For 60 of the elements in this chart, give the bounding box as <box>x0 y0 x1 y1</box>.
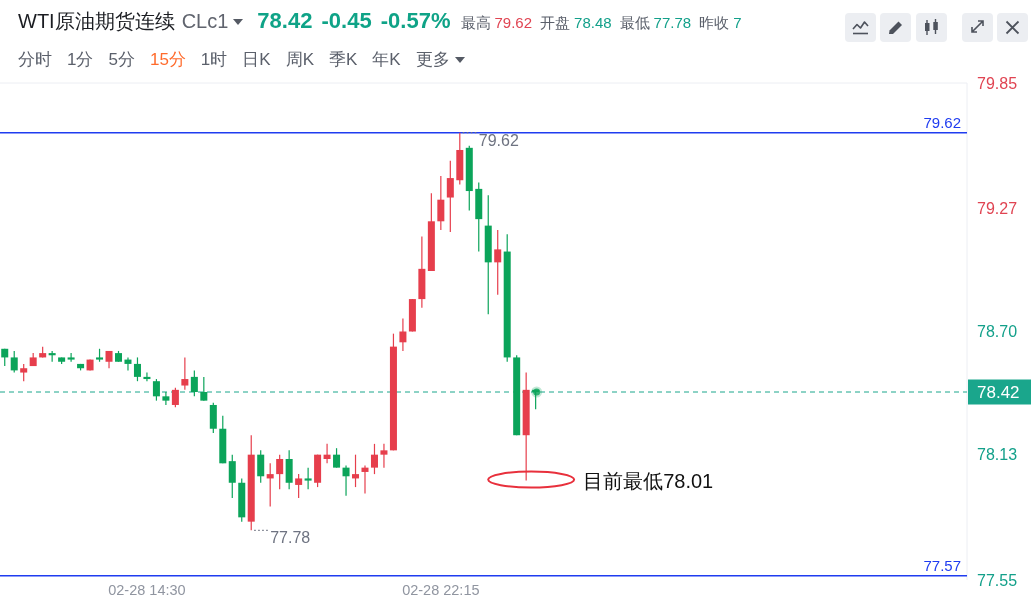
candlestick <box>352 454 360 488</box>
candlestick <box>494 229 502 296</box>
annotation: 77.78 <box>270 529 311 547</box>
candlestick <box>67 352 75 363</box>
candlestick <box>323 443 331 464</box>
text: 15分 <box>149 49 186 71</box>
candlestick <box>48 350 56 363</box>
candlestick <box>276 454 284 490</box>
text: 开盘 78.48 <box>540 14 612 31</box>
candlestick <box>266 462 274 508</box>
text: 1分 <box>67 49 94 71</box>
y-tick-label: 78.13 <box>977 446 1018 464</box>
x-tick-label: 02-28 22:15 <box>402 582 480 598</box>
candlestick <box>181 356 189 391</box>
candlestick <box>285 449 293 490</box>
candlestick <box>380 443 388 469</box>
candlestick <box>333 447 341 469</box>
candlestick <box>190 369 198 397</box>
candlestick <box>437 175 445 231</box>
annotation: 目前最低78.01 <box>583 469 714 492</box>
candlestick <box>10 350 18 374</box>
candlestick <box>143 371 151 382</box>
chart-title: WTI原油期货连续 CLc1 <box>18 9 229 34</box>
text: 最高 79.62 <box>460 14 533 31</box>
candlestick <box>370 443 378 475</box>
y-tick-label: 77.55 <box>977 571 1018 589</box>
text: 周K <box>285 49 315 71</box>
text: 更多 <box>415 49 450 71</box>
text: 1时 <box>200 49 228 71</box>
ref-line-label: 79.62 <box>923 113 961 131</box>
candlestick <box>257 449 265 484</box>
candlestick <box>209 402 217 434</box>
candlestick <box>171 387 179 408</box>
text: 昨收 7 <box>699 14 742 31</box>
candlestick <box>399 317 407 352</box>
candlestick <box>361 464 369 495</box>
candlestick <box>446 160 454 233</box>
candlestick <box>295 473 303 499</box>
ref-line-label: 78.42 <box>977 382 1020 402</box>
y-tick-label: 78.70 <box>977 323 1018 341</box>
candlestick <box>133 356 141 382</box>
candlestick <box>200 376 208 402</box>
candlestick <box>124 356 132 371</box>
text: 年K <box>372 49 401 71</box>
chart-subtitle: 78.42 -0.45 -0.57% <box>257 7 451 35</box>
candlestick <box>304 467 312 490</box>
text: 季K <box>329 49 358 71</box>
y-tick-label: 79.85 <box>977 74 1018 92</box>
annotation: 79.62 <box>478 131 519 149</box>
candlestick <box>342 464 350 497</box>
candlestick <box>228 454 236 499</box>
x-tick-label: 02-28 14:30 <box>108 582 186 598</box>
text: 5分 <box>108 49 135 71</box>
ref-line-label: 77.57 <box>923 556 961 574</box>
text: 最低 77.78 <box>619 14 692 31</box>
text: 分时 <box>18 49 52 71</box>
y-tick-label: 79.27 <box>977 199 1018 217</box>
candlestick <box>152 378 160 402</box>
candlestick <box>162 391 170 406</box>
text: 日K <box>242 49 271 71</box>
